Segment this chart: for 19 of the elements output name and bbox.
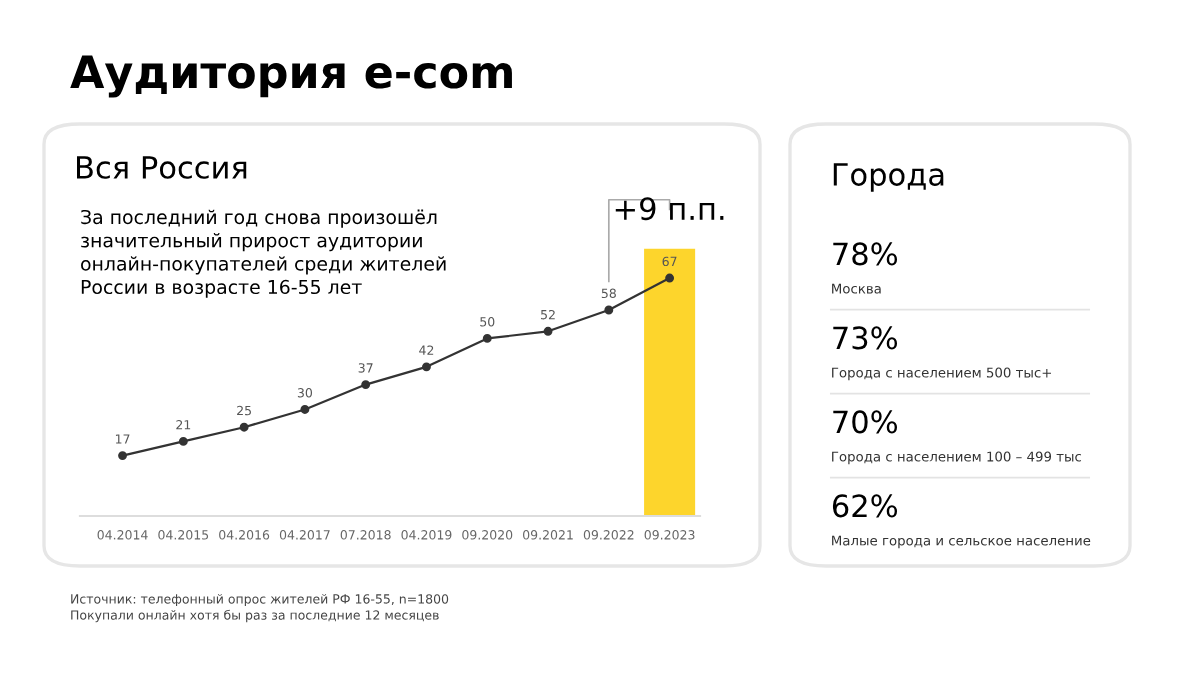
text: 62% [832, 494, 898, 518]
chart-title: Аудитория e-com [70, 55, 512, 98]
text: 70% [833, 410, 898, 434]
text: Города [833, 163, 944, 192]
point [482, 333, 492, 343]
point [178, 436, 188, 446]
annotation: За последний год снова произошёл значительный прирост аудитории онлайн-покупателей среди жителей России в возрасте 16-55 лет [81, 209, 446, 298]
annotation: +9 п.п. [615, 197, 724, 221]
point [604, 305, 614, 315]
point [118, 451, 127, 461]
point [361, 380, 371, 390]
chart-subtitle: Вся Россия [77, 156, 247, 179]
text: 73% [833, 326, 898, 350]
point [300, 405, 310, 414]
point [543, 326, 553, 336]
point [422, 362, 431, 372]
text: 78% [833, 242, 898, 266]
point [239, 422, 249, 432]
point [665, 273, 675, 283]
